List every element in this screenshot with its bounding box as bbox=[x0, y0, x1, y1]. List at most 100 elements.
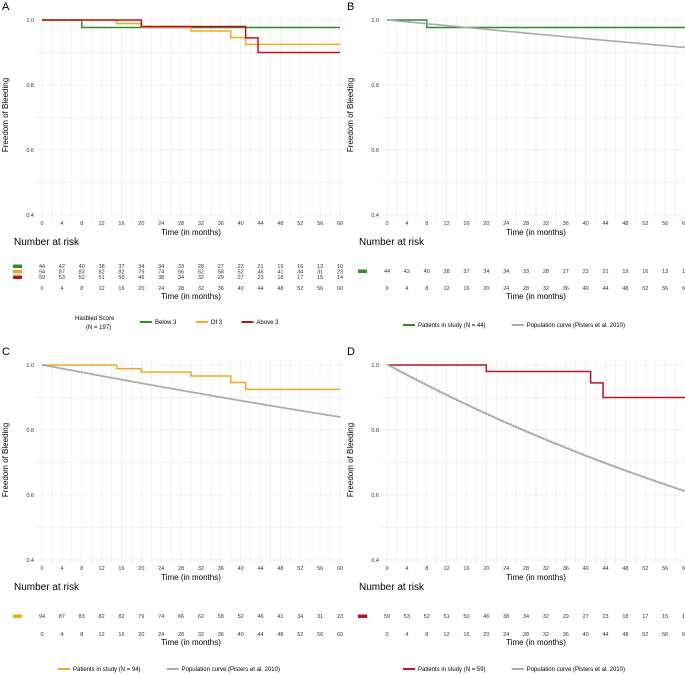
legend-label: Population curve (Pisters et al. 2010) bbox=[527, 323, 625, 329]
risk-value: 23 bbox=[337, 614, 343, 620]
risk-axis-tick-label: 4 bbox=[60, 286, 63, 292]
risk-axis-tick-label: 24 bbox=[503, 632, 509, 638]
risk-value: 40 bbox=[79, 264, 85, 270]
risk-axis-tick-label: 24 bbox=[158, 286, 164, 292]
risk-value: 87 bbox=[59, 270, 65, 276]
risk-value: 34 bbox=[138, 264, 144, 270]
risk-value: 46 bbox=[257, 614, 263, 620]
x-tick-label: 0 bbox=[385, 566, 388, 572]
risk-value: 46 bbox=[483, 614, 489, 620]
risk-axis-tick-label: 52 bbox=[297, 286, 303, 292]
risk-value: 23 bbox=[583, 269, 589, 275]
risk-value: 52 bbox=[238, 614, 244, 620]
risk-value: 66 bbox=[178, 614, 184, 620]
risk-value: 42 bbox=[59, 264, 65, 270]
risk-value: 34 bbox=[523, 614, 529, 620]
x-tick-label: 36 bbox=[218, 221, 224, 227]
series-line-1 bbox=[387, 364, 685, 399]
panel-letter: B bbox=[347, 1, 354, 13]
risk-axis-tick-label: 56 bbox=[317, 632, 323, 638]
risk-axis-label: Time (in months) bbox=[161, 638, 221, 647]
risk-value: 38 bbox=[444, 269, 450, 275]
x-tick-label: 16 bbox=[463, 566, 469, 572]
risk-value: 29 bbox=[563, 614, 569, 620]
risk-value: 94 bbox=[39, 270, 45, 276]
risk-value: 37 bbox=[463, 269, 469, 275]
risk-value: 19 bbox=[622, 269, 628, 275]
x-tick-label: 28 bbox=[178, 566, 184, 572]
risk-value: 17 bbox=[297, 275, 303, 281]
x-tick-label: 44 bbox=[257, 566, 263, 572]
risk-axis-tick-label: 40 bbox=[238, 286, 244, 292]
x-tick-label: 20 bbox=[138, 566, 144, 572]
risk-value: 31 bbox=[317, 614, 323, 620]
risk-value: 34 bbox=[297, 614, 303, 620]
x-tick-label: 36 bbox=[218, 566, 224, 572]
risk-axis-tick-label: 20 bbox=[138, 286, 144, 292]
y-axis-label: Freedom of Bleeding bbox=[346, 78, 355, 152]
risk-axis-tick-label: 48 bbox=[622, 632, 628, 638]
risk-value: 33 bbox=[523, 269, 529, 275]
x-tick-label: 40 bbox=[583, 566, 589, 572]
risk-value: 79 bbox=[138, 270, 144, 276]
risk-value: 34 bbox=[483, 269, 489, 275]
risk-value: 13 bbox=[317, 264, 323, 270]
risk-axis-tick-label: 20 bbox=[483, 632, 489, 638]
risk-value: 14 bbox=[337, 275, 343, 281]
risk-value: 14 bbox=[682, 614, 685, 620]
risk-row-swatch bbox=[358, 269, 367, 273]
risk-axis-tick-label: 36 bbox=[218, 632, 224, 638]
risk-row-swatch bbox=[13, 614, 22, 618]
x-tick-label: 28 bbox=[178, 221, 184, 227]
x-tick-label: 28 bbox=[523, 221, 529, 227]
x-tick-label: 48 bbox=[622, 221, 628, 227]
risk-value: 58 bbox=[218, 270, 224, 276]
x-tick-label: 0 bbox=[40, 221, 43, 227]
panel-letter: C bbox=[2, 346, 10, 358]
x-tick-label: 12 bbox=[444, 566, 450, 572]
x-axis-label: Time (in months) bbox=[161, 228, 221, 237]
risk-value: 50 bbox=[463, 614, 469, 620]
risk-value: 74 bbox=[158, 270, 164, 276]
legend-label: Patients in study (N = 94) bbox=[73, 667, 141, 673]
x-tick-label: 56 bbox=[662, 221, 668, 227]
risk-value: 46 bbox=[257, 270, 263, 276]
risk-axis-tick-label: 48 bbox=[622, 286, 628, 292]
risk-value: 37 bbox=[118, 264, 124, 270]
risk-value: 38 bbox=[503, 614, 509, 620]
risk-value: 41 bbox=[277, 614, 283, 620]
risk-row-swatch bbox=[358, 614, 367, 618]
risk-axis-tick-label: 4 bbox=[60, 632, 63, 638]
risk-axis-label: Time (in months) bbox=[161, 292, 221, 301]
risk-axis-tick-label: 28 bbox=[178, 632, 184, 638]
x-tick-label: 32 bbox=[198, 221, 204, 227]
x-tick-label: 52 bbox=[297, 221, 303, 227]
x-tick-label: 16 bbox=[118, 221, 124, 227]
x-tick-label: 4 bbox=[60, 221, 63, 227]
legend-label: Of 3 bbox=[211, 320, 223, 326]
x-tick-label: 44 bbox=[602, 221, 608, 227]
x-tick-label: 0 bbox=[385, 221, 388, 227]
x-tick-label: 12 bbox=[99, 566, 105, 572]
legend-title: Hasbled Score bbox=[75, 316, 115, 322]
risk-value: 16 bbox=[297, 264, 303, 270]
risk-value: 15 bbox=[662, 614, 668, 620]
risk-table-title: Number at risk bbox=[14, 237, 80, 248]
x-tick-label: 12 bbox=[444, 221, 450, 227]
risk-axis-tick-label: 44 bbox=[257, 632, 263, 638]
risk-axis-tick-label: 4 bbox=[405, 632, 408, 638]
risk-axis-tick-label: 8 bbox=[425, 632, 428, 638]
risk-value: 13 bbox=[662, 269, 668, 275]
x-tick-label: 44 bbox=[257, 221, 263, 227]
y-tick-label: 0.6 bbox=[26, 493, 34, 499]
risk-value: 46 bbox=[138, 275, 144, 281]
y-tick-label: 1.0 bbox=[371, 363, 379, 369]
series-line-1 bbox=[42, 364, 340, 391]
risk-axis-tick-label: 12 bbox=[444, 632, 450, 638]
y-axis-label: Freedom of Bleeding bbox=[1, 78, 10, 152]
risk-value: 74 bbox=[158, 614, 164, 620]
y-tick-label: 0.4 bbox=[371, 213, 379, 219]
risk-value: 33 bbox=[178, 264, 184, 270]
